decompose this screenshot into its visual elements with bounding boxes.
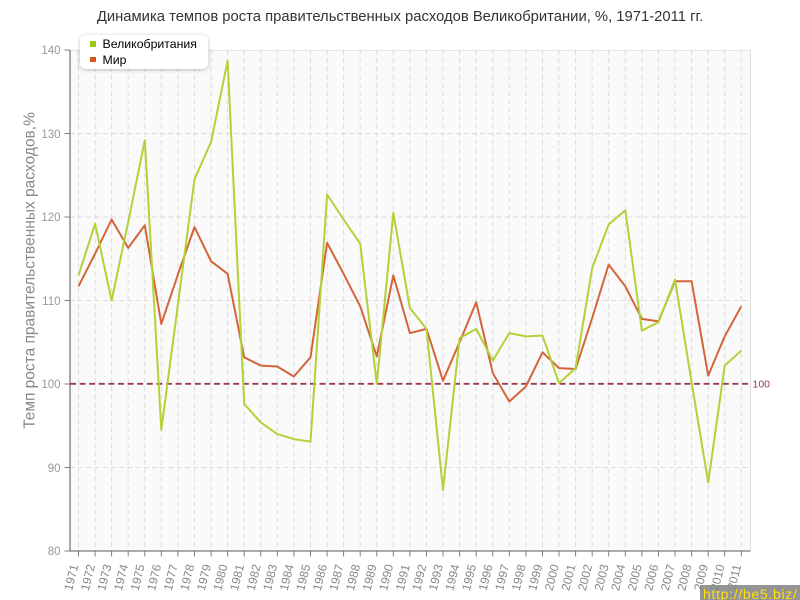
svg-text:1971: 1971 — [61, 563, 81, 593]
svg-text:100: 100 — [753, 379, 771, 391]
svg-text:1993: 1993 — [426, 563, 446, 593]
svg-text:1974: 1974 — [111, 563, 131, 593]
svg-text:1979: 1979 — [194, 563, 214, 593]
svg-text:2001: 2001 — [558, 563, 578, 593]
svg-text:2008: 2008 — [674, 563, 694, 593]
svg-text:1997: 1997 — [492, 563, 512, 593]
svg-text:2009: 2009 — [691, 563, 711, 593]
svg-text:1980: 1980 — [210, 563, 230, 593]
svg-text:2011: 2011 — [724, 563, 744, 592]
svg-text:1998: 1998 — [509, 563, 529, 593]
svg-text:2003: 2003 — [592, 563, 612, 593]
svg-text:1999: 1999 — [525, 563, 545, 593]
svg-text:2000: 2000 — [542, 563, 562, 593]
svg-text:1982: 1982 — [244, 563, 264, 593]
svg-text:2007: 2007 — [658, 563, 678, 593]
svg-text:2006: 2006 — [641, 563, 661, 593]
svg-text:2002: 2002 — [575, 563, 595, 593]
svg-text:1985: 1985 — [293, 563, 313, 593]
svg-text:1984: 1984 — [277, 563, 297, 593]
svg-text:1972: 1972 — [78, 563, 98, 593]
svg-text:1992: 1992 — [409, 563, 429, 593]
svg-text:1978: 1978 — [177, 563, 197, 593]
svg-text:1983: 1983 — [260, 563, 280, 593]
svg-text:2005: 2005 — [625, 563, 645, 593]
svg-text:2010: 2010 — [708, 563, 728, 593]
svg-text:2004: 2004 — [608, 563, 628, 593]
svg-text:1990: 1990 — [376, 563, 396, 593]
svg-text:1987: 1987 — [326, 563, 346, 593]
svg-text:1976: 1976 — [144, 563, 164, 593]
svg-text:1973: 1973 — [94, 563, 114, 593]
svg-text:1988: 1988 — [343, 563, 363, 593]
svg-text:1995: 1995 — [459, 563, 479, 593]
svg-text:1977: 1977 — [161, 563, 181, 593]
svg-text:1991: 1991 — [393, 563, 413, 593]
svg-text:1996: 1996 — [476, 563, 496, 593]
svg-text:1981: 1981 — [227, 563, 247, 593]
svg-text:1986: 1986 — [310, 563, 330, 593]
svg-text:1989: 1989 — [360, 563, 380, 593]
svg-text:1975: 1975 — [128, 563, 148, 593]
svg-text:1994: 1994 — [442, 563, 462, 593]
